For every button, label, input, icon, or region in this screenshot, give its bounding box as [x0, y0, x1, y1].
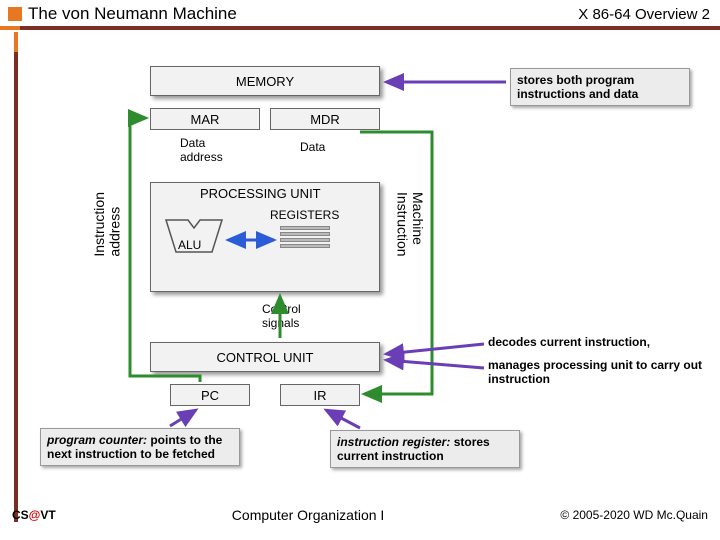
ir-note-term: instruction register:	[337, 435, 450, 449]
title-left: The von Neumann Machine	[8, 4, 237, 24]
data-label: Data	[300, 140, 325, 154]
processing-unit-label: PROCESSING UNIT	[200, 186, 321, 201]
bullet-icon	[8, 7, 22, 21]
alu-shape: ALU	[164, 218, 224, 254]
memory-callout: stores both program instructions and dat…	[510, 68, 690, 106]
diagram: MEMORY MAR MDR Data address Data PROCESS…	[0, 32, 720, 526]
data-address-label: Data address	[180, 136, 223, 164]
header-right: X 86-64 Overview 2	[578, 6, 710, 23]
machine-instruction-label: Machine Instruction	[394, 192, 425, 257]
pc-note-term: program counter:	[47, 433, 147, 447]
side-stripe	[14, 32, 18, 522]
registers-label: REGISTERS	[270, 208, 339, 222]
mar-box: MAR	[150, 108, 260, 130]
registers-icon	[280, 226, 330, 250]
control-unit-box: CONTROL UNIT	[150, 342, 380, 372]
ir-note: instruction register: stores current ins…	[330, 430, 520, 468]
pc-note: program counter: points to the next inst…	[40, 428, 240, 466]
pc-box: PC	[170, 384, 250, 406]
control-signals-label: Control signals	[262, 302, 301, 330]
decodes-label: decodes current instruction,	[488, 335, 708, 349]
ir-box: IR	[280, 384, 360, 406]
memory-box: MEMORY	[150, 66, 380, 96]
footer-cs: CS	[12, 508, 29, 522]
footer: CS@VT Computer Organization I © 2005-202…	[0, 506, 720, 526]
manages-label: manages processing unit to carry out ins…	[488, 358, 708, 386]
header: The von Neumann Machine X 86-64 Overview…	[0, 0, 720, 26]
alu-label: ALU	[178, 238, 201, 252]
mdr-box: MDR	[270, 108, 380, 130]
accent-bar	[0, 26, 720, 30]
instruction-address-label: Instruction address	[92, 192, 123, 257]
footer-center: Computer Organization I	[232, 507, 385, 523]
footer-vt: VT	[40, 508, 55, 522]
page-title: The von Neumann Machine	[28, 4, 237, 24]
footer-left: CS@VT	[12, 508, 56, 522]
footer-at: @	[29, 508, 41, 522]
memory-callout-text: stores both program instructions and dat…	[517, 73, 638, 101]
footer-right: © 2005-2020 WD Mc.Quain	[560, 508, 708, 522]
